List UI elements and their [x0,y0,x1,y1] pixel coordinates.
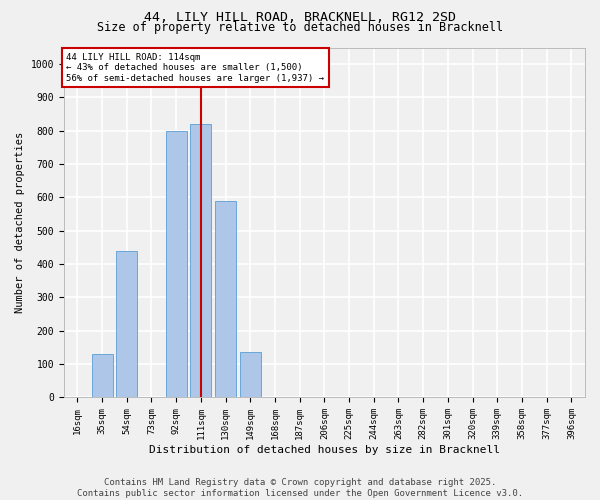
Bar [92,354,113,398]
Bar [190,124,211,398]
Bar [166,131,187,398]
Text: 44, LILY HILL ROAD, BRACKNELL, RG12 2SD: 44, LILY HILL ROAD, BRACKNELL, RG12 2SD [144,11,456,24]
Text: Contains HM Land Registry data © Crown copyright and database right 2025.
Contai: Contains HM Land Registry data © Crown c… [77,478,523,498]
Y-axis label: Number of detached properties: Number of detached properties [15,132,25,313]
Bar [240,352,261,398]
Bar [116,251,137,398]
Bar [215,201,236,398]
Text: Size of property relative to detached houses in Bracknell: Size of property relative to detached ho… [97,21,503,34]
X-axis label: Distribution of detached houses by size in Bracknell: Distribution of detached houses by size … [149,445,500,455]
Text: 44 LILY HILL ROAD: 114sqm
← 43% of detached houses are smaller (1,500)
56% of se: 44 LILY HILL ROAD: 114sqm ← 43% of detac… [67,52,325,82]
